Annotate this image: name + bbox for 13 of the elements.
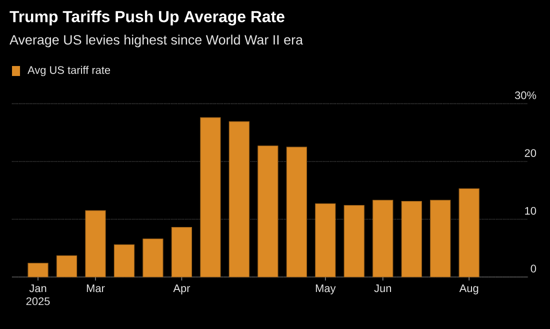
y-tick-label: 20 — [524, 149, 536, 157]
x-tick-label: Mar — [86, 284, 105, 292]
x-tick-label: Aug — [459, 284, 478, 294]
y-tick-label: 0 — [530, 264, 536, 272]
x-tick-label: May — [316, 284, 336, 294]
legend-label: Avg US tariff rate — [28, 66, 110, 76]
x-tick-label: Jan 2025 — [26, 284, 50, 306]
x-tick-label: Jun — [374, 284, 391, 292]
y-tick-label: 10 — [525, 206, 536, 215]
y-tick-label: 30% — [514, 91, 536, 100]
x-tick-label: Apr — [173, 284, 190, 294]
chart-title: Trump Tariffs Push Up Average Rate — [10, 10, 284, 26]
chart-subtitle: Average US levies highest since World War II era — [10, 34, 304, 48]
